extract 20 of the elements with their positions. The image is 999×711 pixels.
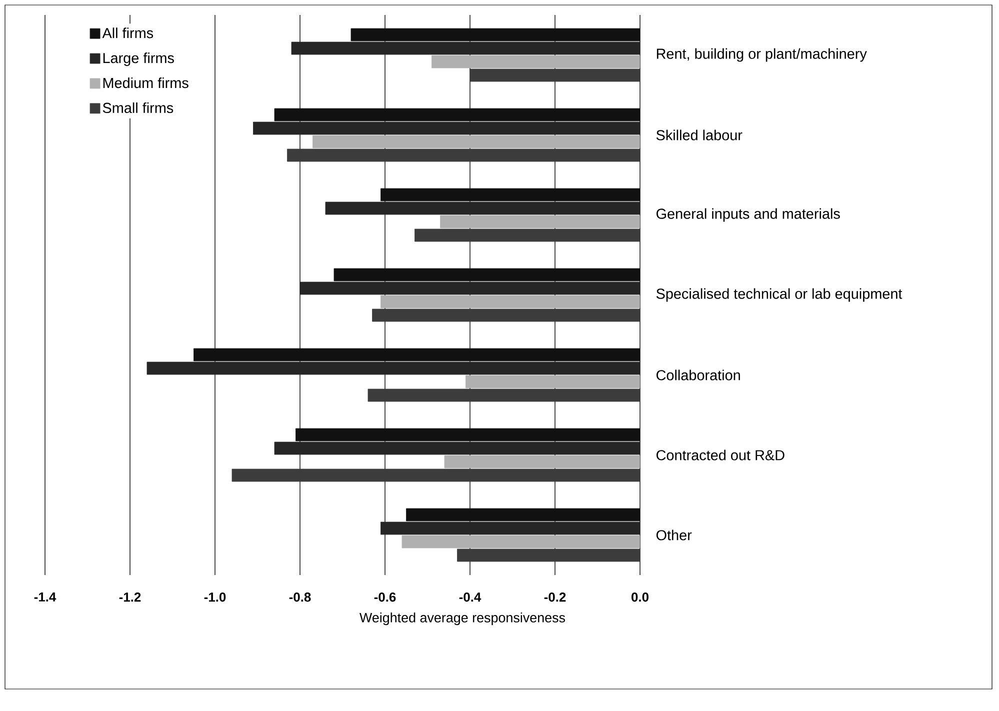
x-tick-label: -1.2 <box>119 592 141 602</box>
y-tick-label: General inputs and materials <box>656 208 840 222</box>
x-tick-label: -1.0 <box>204 592 226 602</box>
legend-label: Medium firms <box>103 77 188 88</box>
y-tick-label: Skilled labour <box>656 130 742 140</box>
legend-label: All firms <box>102 28 154 38</box>
y-tick-label: Collaboration <box>656 370 740 380</box>
y-tick-label: Other <box>656 530 692 540</box>
x-tick-label: -0.8 <box>289 592 311 602</box>
x-tick-label: -0.6 <box>374 592 396 602</box>
y-tick-label: Contracted out R&D <box>656 450 784 460</box>
legend-label: Large firms <box>103 52 174 66</box>
x-tick-label: -0.2 <box>544 592 566 602</box>
legend-label: Small firms <box>102 102 174 114</box>
y-tick-label: Specialised technical or lab equipment <box>656 288 902 302</box>
y-tick-label: Rent, building or plant/machinery <box>656 48 867 62</box>
x-tick-label: 0.0 <box>632 592 648 602</box>
x-tick-label: -1.4 <box>34 592 56 602</box>
x-tick-label: -0.4 <box>459 592 482 602</box>
x-axis-title: Weighted average responsiveness <box>360 612 566 626</box>
